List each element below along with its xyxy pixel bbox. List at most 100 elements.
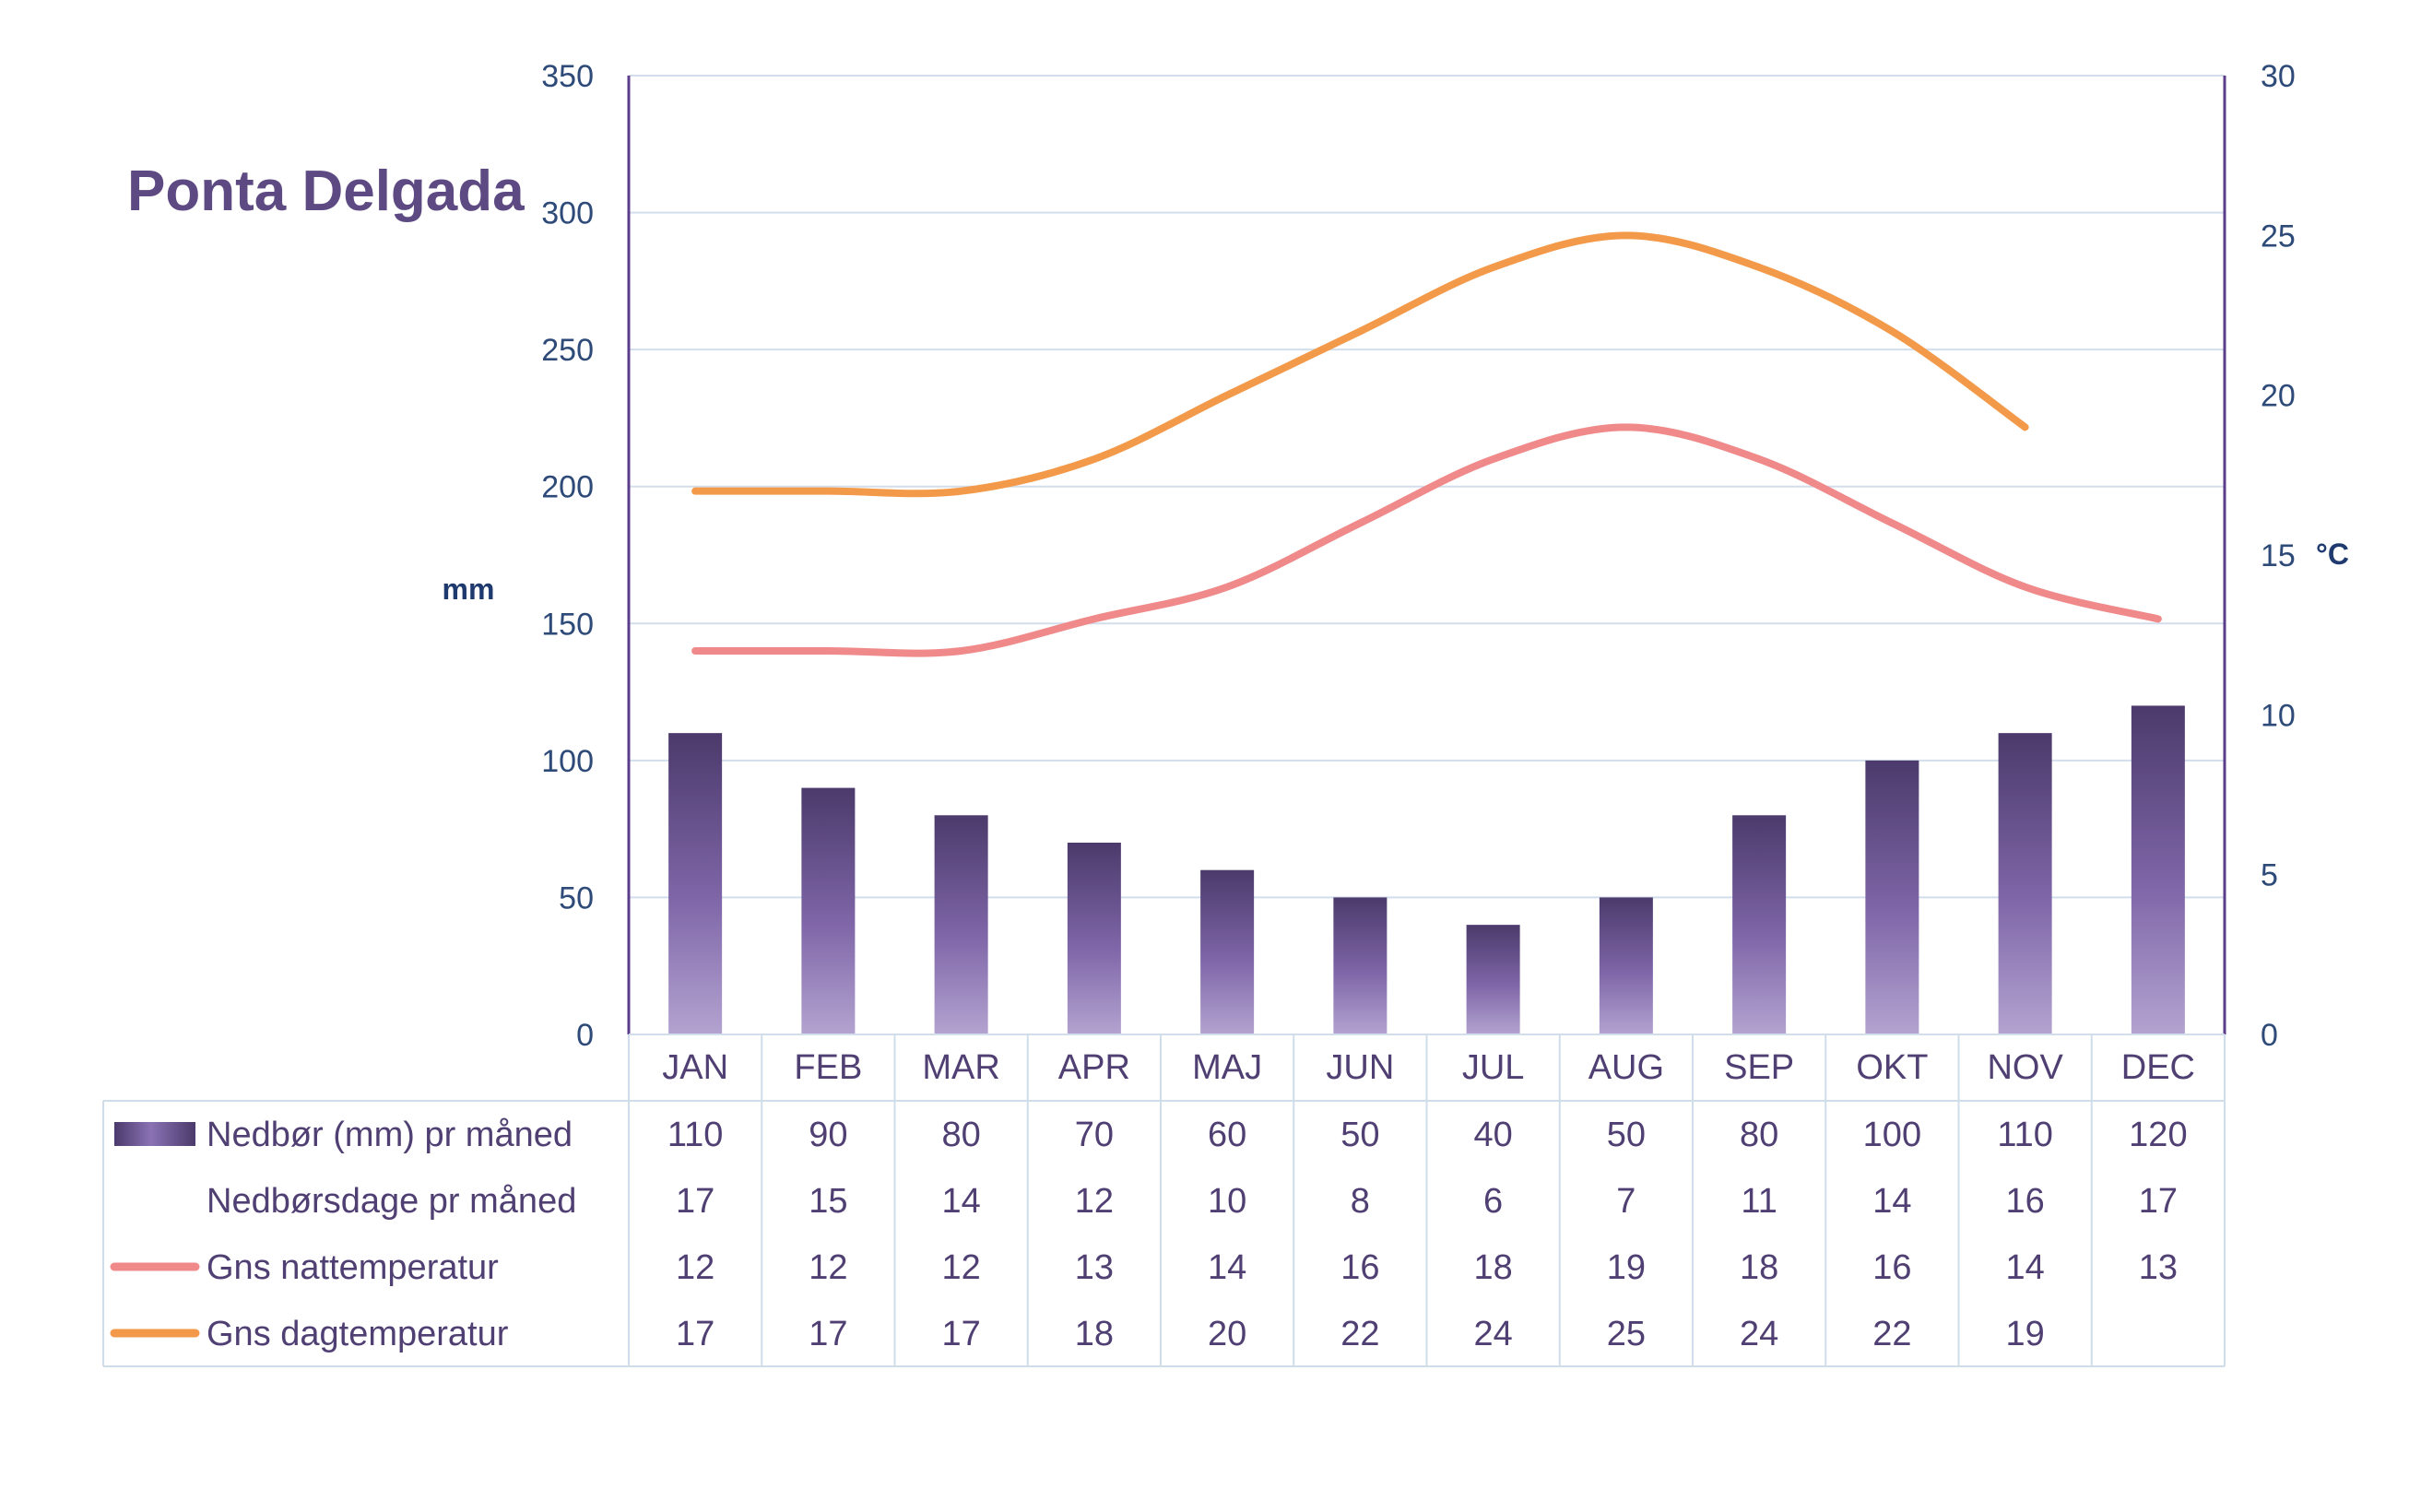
table-cell: 12 [1075,1182,1114,1221]
left-tick-label: 0 [576,1018,594,1053]
table-cell: 80 [941,1116,980,1154]
right-axis-label: °C [2316,537,2349,571]
row-label: Nedbør (mm) pr måned [207,1116,573,1154]
table-cell: 16 [1340,1248,1379,1287]
left-tick-label: 100 [541,744,594,779]
table-cell: 6 [1483,1182,1503,1221]
left-tick-label: 150 [541,607,594,642]
left-tick-label: 350 [541,59,594,94]
table-cell: 22 [1872,1315,1911,1353]
table-cell: 14 [941,1182,980,1221]
table-cell: 110 [1997,1116,2053,1154]
table-cell: 50 [1340,1116,1379,1154]
precip-bar [1067,843,1121,1034]
table-cell: 13 [1075,1248,1114,1287]
table-cell: 24 [1473,1315,1512,1353]
table-cell: 90 [809,1116,847,1154]
table-cell: 13 [2139,1248,2178,1287]
row-label: Gns dagtemperatur [207,1315,509,1353]
axes [627,76,2226,1035]
table-cell: 12 [676,1248,714,1287]
table-cell: 17 [941,1315,980,1353]
table-cell: 40 [1473,1116,1512,1154]
right-tick-label: 10 [2261,698,2296,733]
table-cell: 14 [1208,1248,1246,1287]
precip-bar [668,733,723,1034]
right-tick-label: 25 [2261,219,2296,254]
row-label: Gns nattemperatur [207,1248,499,1287]
precip-bar [1732,815,1787,1034]
table-cell: 8 [1351,1182,1370,1221]
table-cell: 100 [1863,1116,1921,1154]
table-cell: 7 [1616,1182,1636,1221]
precipitation-bars [668,705,2185,1034]
table-cell: 17 [676,1182,714,1221]
table-cell: 14 [2005,1248,2044,1287]
left-tick-label: 300 [541,196,594,231]
legend-key-bar [114,1122,195,1146]
table-cell: 70 [1075,1116,1114,1154]
category-label: MAR [922,1048,999,1087]
category-label: OKT [1856,1048,1928,1087]
category-label: JAN [662,1048,728,1087]
right-tick-label: 15 [2261,538,2296,573]
chart-title: Ponta Delgada [127,159,525,223]
table-cell: 16 [1872,1248,1911,1287]
row-label: Nedbørsdage pr måned [207,1182,576,1221]
category-label: NOV [1987,1048,2063,1087]
category-label: SEP [1724,1048,1794,1087]
table-cell: 25 [1607,1315,1646,1353]
precip-bar [934,815,988,1034]
day-temperature-line [691,231,2029,498]
category-label: JUN [1326,1048,1394,1087]
right-tick-label: 0 [2261,1018,2278,1053]
left-tick-label: 250 [541,333,594,368]
category-label: DEC [2121,1048,2195,1087]
table-cell: 17 [809,1315,847,1353]
data-table: JAN FEB MAR APR MAJ JUN JUL AUG SEP OKT NOV DEC Nedb… [102,1034,2226,1367]
axis-ticks: 0 50 100 150 200 250 300 350 0 5 10 15 20 25 30 [541,59,2296,1053]
table-cell: 50 [1607,1116,1646,1154]
table-cell: 16 [2005,1182,2044,1221]
category-label: JUL [1462,1048,1525,1087]
precip-bar [1333,897,1388,1034]
precip-bar [1599,897,1653,1034]
precip-bar [1466,925,1520,1034]
category-label: AUG [1588,1048,1664,1087]
table-cell: 19 [2005,1315,2044,1353]
table-cell: 18 [1473,1248,1512,1287]
temperature-lines [691,231,2162,657]
table-cell: 10 [1208,1182,1246,1221]
right-tick-label: 5 [2261,858,2278,893]
right-tick-label: 20 [2261,379,2296,414]
category-label: MAJ [1192,1048,1262,1087]
gridlines [629,75,2225,899]
table-cell: 15 [809,1182,847,1221]
precip-bar [1998,733,2052,1034]
left-axis-label: mm [443,573,495,606]
table-cell: 18 [1075,1315,1114,1353]
table-cell: 20 [1208,1315,1246,1353]
precip-bar [801,787,856,1034]
category-label: FEB [794,1048,862,1087]
precip-bar [1200,869,1255,1034]
table-cell: 18 [1740,1248,1778,1287]
table-cell: 80 [1740,1116,1778,1154]
left-tick-label: 200 [541,470,594,505]
table-cell: 24 [1740,1315,1778,1353]
table-cell: 17 [2139,1182,2178,1221]
table-cell: 22 [1340,1315,1379,1353]
table-cell: 19 [1607,1248,1646,1287]
precip-bar [2131,705,2185,1034]
table-cell: 17 [676,1315,714,1353]
table-cell: 14 [1872,1182,1911,1221]
table-cell: 110 [667,1116,724,1154]
category-label: APR [1058,1048,1130,1087]
table-cell: 120 [2129,1116,2187,1154]
left-tick-label: 50 [559,880,594,915]
precip-bar [1865,760,1919,1034]
right-tick-label: 30 [2261,59,2296,94]
table-cell: 12 [809,1248,847,1287]
table-cell: 12 [941,1248,980,1287]
